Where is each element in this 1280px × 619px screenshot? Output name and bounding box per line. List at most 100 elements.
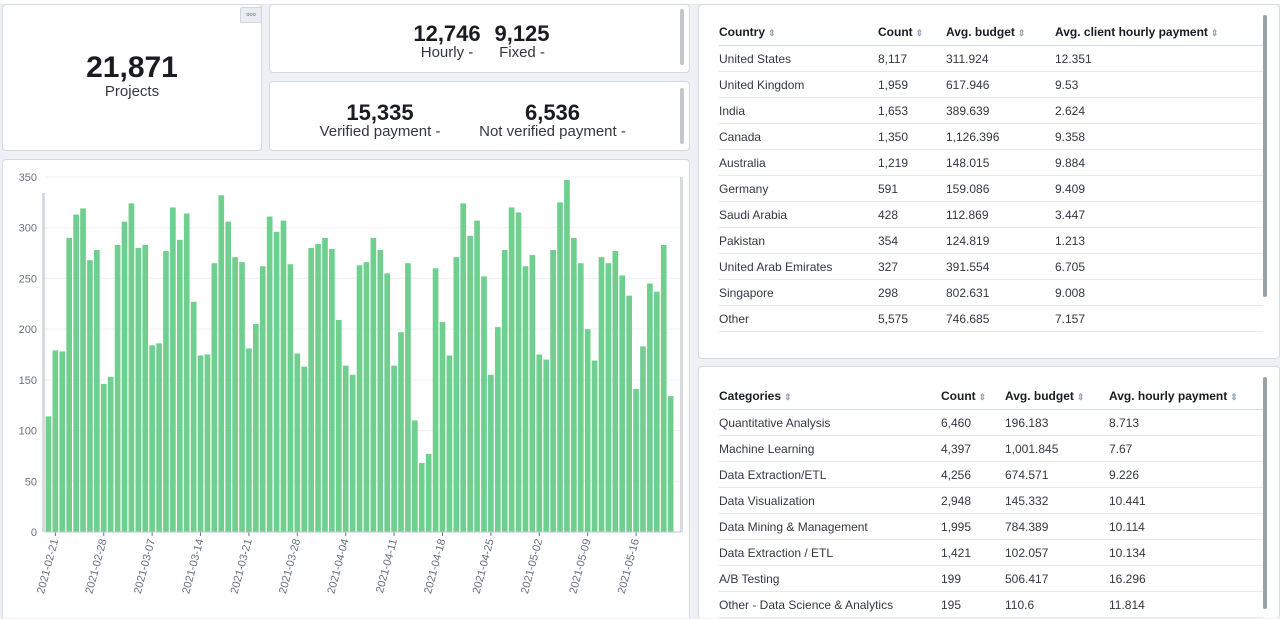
table-row[interactable]: Data Visualization 2,948 145.332 10.441 xyxy=(719,487,1263,514)
chart-bar xyxy=(100,383,107,532)
chart-bar xyxy=(197,355,204,532)
table-cell: 16.296 xyxy=(1109,565,1263,592)
chart-bar xyxy=(612,251,619,532)
chart-bar xyxy=(640,346,646,532)
table-row[interactable]: Data Extraction / ETL 1,421 102.057 10.134 xyxy=(719,539,1263,566)
chart-bar xyxy=(619,275,626,532)
y-tick-label: 0 xyxy=(31,527,37,539)
column-header[interactable]: Avg. client hourly payment ⇕ xyxy=(1055,19,1263,46)
table-row[interactable]: Canada 1,350 1,126.396 9.358 xyxy=(719,123,1263,150)
table-row[interactable]: India 1,653 389.639 2.624 xyxy=(719,97,1263,124)
chart-bar xyxy=(294,353,301,532)
table-row[interactable]: A/B Testing 199 506.417 16.296 xyxy=(719,565,1263,592)
column-header[interactable]: Categories ⇕ xyxy=(719,383,941,410)
column-header[interactable]: Count ⇕ xyxy=(878,19,946,46)
panel-scrollbar[interactable] xyxy=(680,88,684,144)
table-scrollbar[interactable] xyxy=(1263,377,1267,609)
table-cell: Data Visualization xyxy=(719,487,941,514)
chart-bar xyxy=(550,250,556,532)
country-table: Country ⇕ Count ⇕ Avg. budget ⇕ Avg. client ho… xyxy=(719,19,1263,332)
chart-bar xyxy=(418,463,425,532)
chart-bar xyxy=(322,237,328,532)
table-cell: 506.417 xyxy=(1005,565,1109,592)
chart-bar xyxy=(439,322,446,532)
chart-bar xyxy=(605,263,612,532)
table-row[interactable]: United Kingdom 1,959 617.946 9.53 xyxy=(719,71,1263,98)
table-cell: Other - Data Science & Analytics xyxy=(719,591,941,618)
sort-icon[interactable]: ⇕ xyxy=(784,392,792,402)
chart-bar xyxy=(474,220,480,532)
column-header[interactable]: Avg. budget ⇕ xyxy=(1005,383,1109,410)
table-row[interactable]: United States 8,117 311.924 12.351 xyxy=(719,45,1263,72)
table-cell: 112.869 xyxy=(946,201,1055,228)
job-type-metric-panel: 12,746 Hourly - 9,125 Fixed - xyxy=(269,4,690,73)
sort-icon[interactable]: ⇕ xyxy=(768,28,776,38)
table-row[interactable]: United Arab Emirates 327 391.554 6.705 xyxy=(719,253,1263,280)
table-row[interactable]: Data Mining & Management 1,995 784.389 10.1… xyxy=(719,513,1263,540)
table-row[interactable]: Quantitative Analysis 6,460 196.183 8.713 xyxy=(719,409,1263,436)
table-cell: 5,575 xyxy=(878,305,946,332)
table-cell: 802.631 xyxy=(946,279,1055,306)
country-table-panel: Country ⇕ Count ⇕ Avg. budget ⇕ Avg. client ho… xyxy=(698,4,1280,359)
chart-bar xyxy=(571,237,577,532)
sort-icon[interactable]: ⇕ xyxy=(1210,28,1219,38)
table-row[interactable]: Singapore 298 802.631 9.008 xyxy=(719,279,1263,306)
column-header[interactable]: Count ⇕ xyxy=(941,383,1005,410)
chart-bar xyxy=(218,195,225,532)
panel-options-button[interactable]: ▫▫▫ xyxy=(240,7,262,23)
sort-icon[interactable]: ⇕ xyxy=(978,392,987,402)
sort-icon[interactable]: ⇕ xyxy=(1230,392,1238,402)
table-cell: Saudi Arabia xyxy=(719,201,878,228)
sort-icon[interactable]: ⇕ xyxy=(1017,28,1026,38)
table-cell: 746.685 xyxy=(946,305,1055,332)
table-cell: 4,397 xyxy=(941,435,1005,462)
table-cell: 3.447 xyxy=(1055,201,1263,228)
table-cell: 195 xyxy=(941,591,1005,618)
table-row[interactable]: Australia 1,219 148.015 9.884 xyxy=(719,149,1263,176)
table-row[interactable]: Germany 591 159.086 9.409 xyxy=(719,175,1263,202)
table-cell: 1,653 xyxy=(878,97,946,124)
chart-bar xyxy=(156,343,162,532)
chart-scroll-track xyxy=(42,193,45,532)
table-cell: 7.157 xyxy=(1055,305,1263,332)
chart-bar xyxy=(536,354,543,532)
chart-bar xyxy=(412,420,418,532)
table-cell: 9.226 xyxy=(1109,461,1263,488)
y-tick-label: 100 xyxy=(19,426,37,438)
chart-bar xyxy=(598,257,605,532)
column-header-label: Avg. budget xyxy=(1005,389,1074,403)
table-cell: 110.6 xyxy=(1005,591,1109,618)
table-row[interactable]: Machine Learning 4,397 1,001.845 7.67 xyxy=(719,435,1263,462)
chart-bar xyxy=(225,221,232,532)
table-row[interactable]: Saudi Arabia 428 112.869 3.447 xyxy=(719,201,1263,228)
table-scrollbar[interactable] xyxy=(1263,15,1267,297)
panel-scrollbar[interactable] xyxy=(680,9,684,65)
not-verified-value: 6,536 xyxy=(524,100,581,125)
column-header[interactable]: Avg. budget ⇕ xyxy=(946,19,1055,46)
chart-bar xyxy=(501,250,508,532)
y-tick-label: 350 xyxy=(19,172,37,184)
table-row[interactable]: Data Extraction/ETL 4,256 674.571 9.226 xyxy=(719,461,1263,488)
sort-icon[interactable]: ⇕ xyxy=(915,28,924,38)
table-cell: 6,460 xyxy=(941,409,1005,436)
table-row[interactable]: Pakistan 354 124.819 1.213 xyxy=(719,227,1263,254)
chart-bar xyxy=(557,202,563,532)
chart-bar xyxy=(522,266,529,532)
sort-icon[interactable]: ⇕ xyxy=(1076,392,1085,402)
column-header-label: Country xyxy=(719,25,765,39)
chart-bar xyxy=(667,396,674,532)
table-cell: 7.67 xyxy=(1109,435,1263,462)
projects-per-day-chart: 0 50 100 150 200 250 300 350 2021-02-21 2021-02-2… xyxy=(19,172,683,595)
table-cell: Germany xyxy=(719,175,878,202)
table-row[interactable]: Other 5,575 746.685 7.157 xyxy=(719,305,1263,332)
y-tick-label: 300 xyxy=(19,223,37,235)
chart-bar xyxy=(135,248,142,532)
table-row[interactable]: Other - Data Science & Analytics 195 110.6… xyxy=(719,591,1263,618)
table-cell: 9.884 xyxy=(1055,149,1263,176)
column-header[interactable]: Avg. hourly payment ⇕ xyxy=(1109,383,1263,410)
chart-bar xyxy=(391,365,397,532)
chart-bar xyxy=(266,216,273,533)
table-cell: Data Mining & Management xyxy=(719,513,941,540)
column-header[interactable]: Country ⇕ xyxy=(719,19,878,46)
projects-value: 21,871 xyxy=(86,51,178,84)
